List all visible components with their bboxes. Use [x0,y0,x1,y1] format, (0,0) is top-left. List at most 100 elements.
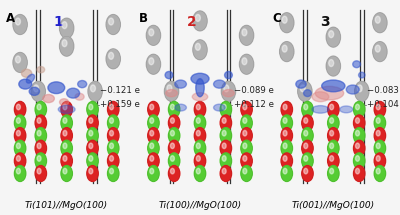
Circle shape [35,128,46,144]
Circle shape [302,153,313,169]
Circle shape [16,118,20,123]
Circle shape [194,153,206,169]
Circle shape [328,115,339,131]
Circle shape [281,153,292,169]
Circle shape [302,101,313,117]
Circle shape [326,27,340,47]
Text: Ti(001)//MgO(100): Ti(001)//MgO(100) [292,201,375,210]
Circle shape [37,104,41,110]
Circle shape [374,140,386,156]
Text: −0.121 e: −0.121 e [100,86,140,95]
Circle shape [16,56,20,63]
Circle shape [61,140,72,156]
Circle shape [196,118,200,123]
Circle shape [283,156,287,161]
Circle shape [330,131,334,136]
Circle shape [194,166,206,181]
Circle shape [170,156,174,161]
Ellipse shape [175,80,186,88]
Text: Ti(100)//MgO(100): Ti(100)//MgO(100) [158,201,242,210]
Text: 3: 3 [320,15,330,29]
Circle shape [110,143,114,149]
Circle shape [375,45,380,52]
Circle shape [63,156,67,161]
Circle shape [222,104,226,110]
Circle shape [220,166,232,181]
Circle shape [37,168,41,174]
Circle shape [374,101,386,117]
Circle shape [170,131,174,136]
Circle shape [194,115,206,131]
Circle shape [37,143,41,149]
Circle shape [109,18,114,25]
Circle shape [330,104,334,110]
Ellipse shape [78,80,87,88]
Circle shape [88,81,102,101]
Circle shape [168,153,180,169]
Ellipse shape [214,104,225,111]
Circle shape [150,104,154,110]
Circle shape [283,168,287,174]
Circle shape [302,115,313,131]
Circle shape [356,118,360,123]
Circle shape [194,128,206,144]
Circle shape [376,156,380,161]
Circle shape [302,140,313,156]
Circle shape [354,115,365,131]
Circle shape [61,115,72,131]
Circle shape [283,143,287,149]
Circle shape [281,166,292,181]
Circle shape [148,153,159,169]
Circle shape [356,143,360,149]
Circle shape [241,115,252,131]
Circle shape [196,143,200,149]
Circle shape [109,52,114,59]
Circle shape [87,153,98,169]
Circle shape [108,128,119,144]
Ellipse shape [75,93,84,100]
Circle shape [149,58,154,65]
Ellipse shape [340,106,353,113]
Circle shape [222,168,226,174]
Circle shape [150,143,154,149]
Ellipse shape [191,73,209,84]
Circle shape [108,101,119,117]
Circle shape [282,45,287,52]
Circle shape [108,153,119,169]
Circle shape [281,101,292,117]
Circle shape [354,101,365,117]
Circle shape [170,168,174,174]
Circle shape [16,104,20,110]
Circle shape [304,143,308,149]
Circle shape [35,101,46,117]
Text: +0.159 e: +0.159 e [100,100,140,109]
Circle shape [150,156,154,161]
Circle shape [376,143,380,149]
Text: B: B [139,12,148,25]
Circle shape [283,118,287,123]
Circle shape [243,104,247,110]
Circle shape [376,168,380,174]
Circle shape [148,101,159,117]
Circle shape [61,166,72,181]
Circle shape [63,104,67,110]
Circle shape [35,166,46,181]
Ellipse shape [353,61,360,68]
Circle shape [373,42,387,61]
Circle shape [329,60,334,67]
Circle shape [168,166,180,181]
Circle shape [220,101,232,117]
Circle shape [193,40,207,60]
Ellipse shape [312,92,329,102]
Circle shape [14,115,26,131]
Circle shape [304,104,308,110]
Circle shape [62,22,67,29]
Circle shape [354,166,365,181]
Ellipse shape [192,93,208,101]
Circle shape [195,14,200,22]
Circle shape [241,101,252,117]
Ellipse shape [224,71,232,79]
Circle shape [61,128,72,144]
Circle shape [375,16,380,23]
Ellipse shape [26,74,34,83]
